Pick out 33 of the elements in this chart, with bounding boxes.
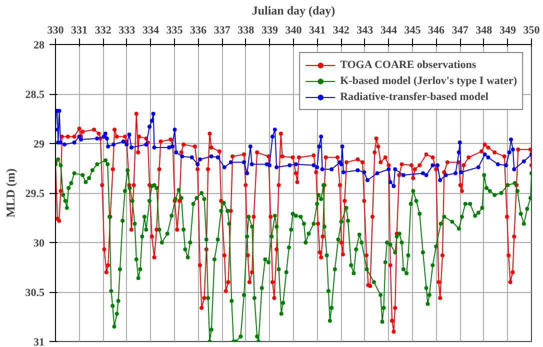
y-tick-label: 30.5 [25,287,45,299]
x-tick-label: 340 [285,24,302,36]
legend-label: Radiative-transfer-based model [340,90,488,104]
x-tick-label: 337 [214,24,231,36]
x-tick-label: 331 [71,24,88,36]
y-axis-title: MLD (m) [3,168,18,218]
x-tick-label: 334 [142,24,160,36]
x-tick-label: 336 [190,24,208,36]
x-tick-label: 342 [332,24,350,36]
x-tick-label: 349 [499,24,516,36]
x-tick-label: 330 [47,24,64,36]
x-tick-label: 333 [118,24,136,36]
x-tick-label: 350 [523,24,540,36]
legend-label: K-based model (Jerlov's type I water) [340,74,517,88]
x-tick-label: 332 [94,24,112,36]
x-tick-label: 341 [309,24,326,36]
legend-label: TOGA COARE observations [340,58,476,72]
y-tick-label: 29.5 [25,188,45,200]
x-tick-label: 347 [452,24,469,36]
y-tick-label: 29 [34,138,45,150]
y-tick-label: 28.5 [25,89,45,101]
x-tick-label: 348 [476,24,493,36]
x-tick-label: 344 [380,24,398,36]
x-axis-title: Julian day (day) [252,4,336,18]
y-tick-label: 31 [34,336,44,347]
x-tick-label: 345 [404,24,422,36]
y-tick-label: 28 [34,40,45,52]
x-tick-label: 343 [356,24,374,36]
x-tick-label: 338 [238,24,255,36]
x-tick-label: 346 [428,24,446,36]
y-tick-label: 30 [34,238,45,250]
x-tick-label: 339 [261,24,278,36]
x-tick-label: 335 [166,24,184,36]
